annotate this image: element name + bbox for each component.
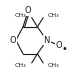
Text: CH₃: CH₃: [48, 13, 59, 18]
Text: O: O: [56, 41, 62, 50]
Text: CH₃: CH₃: [15, 63, 27, 68]
Text: •: •: [61, 44, 67, 54]
Text: N: N: [44, 36, 50, 45]
Text: CH₃: CH₃: [48, 63, 59, 68]
Text: CH₃: CH₃: [15, 13, 27, 18]
Text: O: O: [10, 36, 16, 45]
Text: O: O: [24, 6, 31, 15]
